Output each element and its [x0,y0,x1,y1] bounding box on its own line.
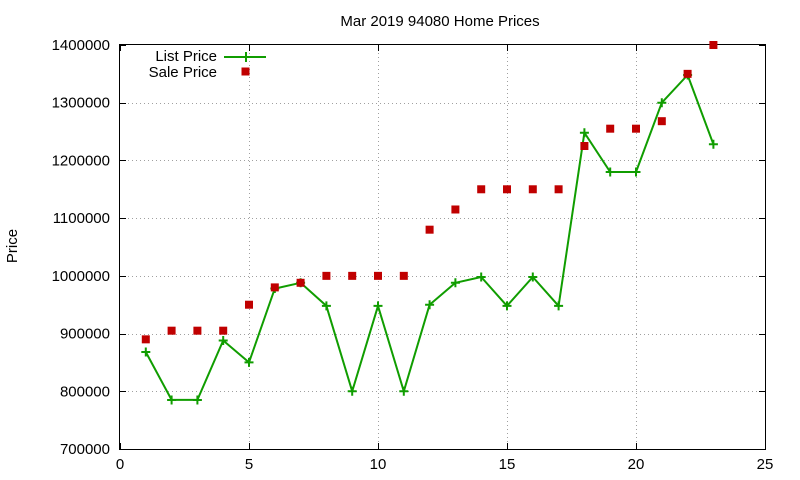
list-price-line [144,74,715,401]
y-tick-label: 1000000 [52,268,110,285]
series-sale-price [141,41,718,344]
y-tick-label: 1300000 [52,95,110,112]
list-price-point [321,301,331,311]
list-price-point [167,395,177,405]
list-price-point [502,301,512,311]
list-price-point [192,395,202,405]
x-tick-label: 20 [628,456,645,473]
legend-label-list-price: List Price [155,48,217,65]
list-price-point [244,357,254,367]
list-price-point [631,167,641,177]
list-price-point [528,272,538,282]
list-price-point [399,386,409,396]
y-tick-label: 800000 [60,383,110,400]
sale-price-point [219,326,228,335]
list-price-point [657,98,667,108]
list-price-point [605,167,615,177]
sale-price-point [580,142,589,150]
y-axis-label: Price [4,229,21,263]
sale-price-point [477,185,486,194]
x-tick-label: 15 [499,456,516,473]
x-tick-label: 25 [757,456,774,473]
sale-price-point [503,185,511,194]
series-layer [141,41,718,405]
sale-price-point [554,185,563,194]
sale-price-point [709,41,718,49]
sale-price-point [167,326,176,335]
x-tick-label: 10 [370,456,387,473]
plot-frame [119,44,766,450]
sale-price-point [296,278,305,287]
sale-price-point [657,117,666,126]
list-price-point [425,300,435,310]
legend-label-sale-price: Sale Price [149,64,217,81]
y-tick-label: 900000 [60,326,110,343]
list-price-point [450,278,460,288]
sale-price-point [245,300,253,309]
sale-price-point [683,69,692,78]
list-price-point [554,301,564,311]
x-tick-label: 0 [116,456,124,473]
y-tick-label: 1100000 [53,210,110,227]
list-price-point [579,128,589,138]
list-price-point [373,301,383,311]
sale-price-point [399,271,408,280]
sale-price-point [632,124,640,133]
list-price-point [347,386,357,396]
sale-price-point [193,326,202,335]
y-tick-label: 1200000 [52,152,110,169]
chart-title: Mar 2019 94080 Home Prices [340,13,539,30]
list-price-point [141,347,151,357]
ticks-layer: 700000 800000 900000 1000000 1100000 1200000 1… [52,37,774,473]
list-price-point [218,335,228,345]
sale-price-point [425,225,434,234]
sale-price-point [322,271,331,280]
sale-price-point [451,205,460,214]
sale-price-point [606,124,615,133]
sale-price-point [528,185,537,194]
legend-marker-sale-price [241,67,250,76]
grid-layer [120,45,765,449]
series-list-price [141,70,718,405]
legend: List Price Sale Price [149,48,266,81]
sale-price-point [141,335,150,344]
y-tick-label: 1400000 [52,37,110,54]
list-price-point [708,139,718,149]
y-tick-label: 700000 [60,441,110,458]
list-price-point [476,272,486,282]
legend-marker-list-price [241,52,251,62]
sale-price-point [348,271,357,280]
sale-price-point [270,283,279,292]
x-tick-label: 5 [245,456,253,473]
sale-price-point [374,271,382,280]
